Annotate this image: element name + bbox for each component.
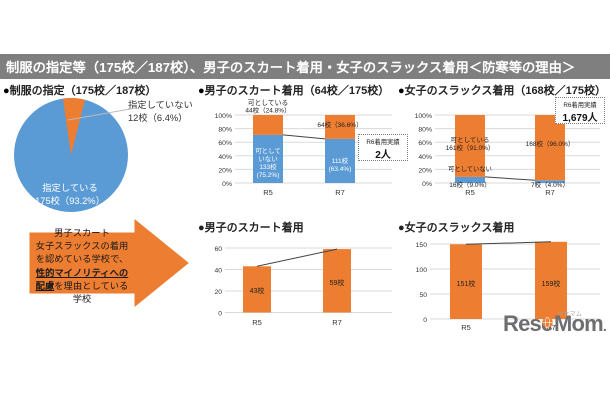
svg-text:159校: 159校 [542,279,561,288]
svg-text:20%: 20% [218,167,232,174]
svg-text:可としている: 可としている [248,99,289,107]
svg-text:可としていない: 可としていない [448,165,492,173]
svg-text:いない: いない [258,155,278,163]
svg-text:100%: 100% [215,113,232,120]
svg-text:60: 60 [214,246,222,253]
svg-text:80%: 80% [418,127,432,134]
svg-text:151校: 151校 [457,279,476,288]
svg-text:0%: 0% [422,181,432,188]
svg-text:44校（24.8%）: 44校（24.8%） [245,106,290,115]
svg-text:R5: R5 [263,188,273,197]
svg-text:60%: 60% [418,140,432,147]
svg-text:可としている: 可としている [451,136,490,144]
svg-text:40: 40 [214,268,222,275]
svg-text:0: 0 [423,317,427,324]
svg-text:(75.2%): (75.2%) [257,172,280,179]
svg-text:80%: 80% [218,127,232,134]
svg-text:R5: R5 [465,188,475,197]
svg-text:161校（91.0%）: 161校（91.0%） [446,143,495,152]
svg-text:168校（96.0%）: 168校（96.0%） [526,139,575,148]
svg-text:20%: 20% [418,167,432,174]
svg-text:133校: 133校 [259,162,277,171]
svg-text:R7: R7 [545,188,555,197]
svg-text:150: 150 [416,242,428,249]
svg-text:(63.4%): (63.4%) [329,166,352,173]
svg-text:100: 100 [416,267,428,274]
svg-text:111校: 111校 [332,156,349,165]
svg-text:43校: 43校 [250,286,265,295]
svg-text:60%: 60% [218,140,232,147]
svg-text:59校: 59校 [330,278,345,287]
svg-text:40%: 40% [418,154,432,161]
svg-text:可として: 可として [255,147,281,155]
svg-text:0: 0 [218,311,222,318]
svg-text:50: 50 [419,292,427,299]
svg-text:40%: 40% [218,154,232,161]
svg-text:64校（36.6%）: 64校（36.6%） [317,120,362,129]
svg-text:R5: R5 [252,318,262,327]
svg-text:0%: 0% [222,181,232,188]
svg-text:20: 20 [214,289,222,296]
svg-text:R7: R7 [335,188,345,197]
svg-text:R7: R7 [332,318,342,327]
svg-text:R5: R5 [461,323,471,332]
svg-text:100%: 100% [415,113,432,120]
